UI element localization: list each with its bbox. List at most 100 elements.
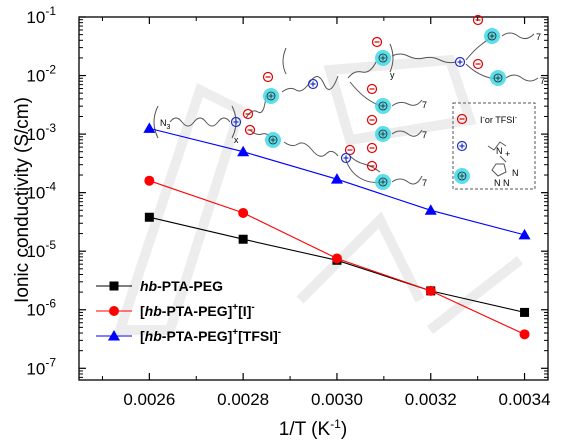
axis-tick-labels: 0.0026 0.0028 0.0030 0.0032 0.003410-710-610… [26,4,550,409]
anion-marker [366,142,378,154]
key-triazole-n3: N [503,178,510,188]
cation-plus [487,31,497,41]
key-ammonium-n: N [496,146,503,156]
ammonium-cation [307,78,319,90]
legend-label-0: hb-PTA-PEG [140,278,223,294]
subscript-7-e: 7 [422,178,427,188]
series-markers [143,122,531,340]
y-tick-base: 10 [26,359,45,378]
ammonium-cation [456,140,468,152]
tail-end-4 [391,129,423,137]
key-or-sup: - [515,115,518,122]
branch-chain-upper-left [245,95,267,119]
cation-plus [493,73,503,83]
cation-plus [457,171,467,181]
branch-chain-right-upper [347,61,377,79]
y-axis-title: Ionic conductivity (S/cm) [12,97,33,303]
anion-marker [366,114,378,126]
bracket-y-right [389,43,394,73]
key-or-label: or TFSI [485,115,515,125]
legend-label-part: + [232,302,238,313]
data-point-2 [143,122,156,133]
legend-label-part: hb [145,328,163,344]
legend-label-part: -PTA-PEG] [162,328,233,344]
x-tick-label: 0.0032 [405,390,457,409]
legend-label-part: - [278,327,281,338]
legend-label-2: [hb-PTA-PEG]+[TFSI]- [140,327,281,344]
key-triazole-n: N [512,168,519,178]
y-tick-base: 10 [26,67,45,86]
branch-chain-upper-mid [281,75,339,93]
legend: hb-PTA-PEG[hb-PTA-PEG]+[I]-[hb-PTA-PEG]+… [96,278,281,344]
data-point-2 [237,145,250,157]
tail-end-1 [501,32,535,40]
anion-marker [366,83,378,95]
cation-plus [266,91,276,101]
data-point-2 [518,228,531,240]
key-ammonium-bonds [487,141,507,177]
bracket-left [153,105,159,139]
key-triazole-n2: N [494,178,501,188]
y-tick-base: 10 [26,301,45,320]
end-group-label: N3 [160,118,171,131]
y-tick-base: 10 [26,125,45,144]
y-tick-base: 10 [26,242,45,261]
molecular-structure-inset [153,32,539,190]
subscript-7-a: 7 [536,32,541,42]
data-point-1 [519,329,530,340]
cation-plus [378,177,388,187]
legend-label-part: [ [140,303,145,319]
data-point-2 [330,173,343,184]
subscript-7-d: 7 [422,130,427,140]
bracket-y-left [282,47,287,75]
y-tick-label: 10-5 [26,238,56,261]
legend-label-part: [TFSI] [238,328,278,344]
axis-ticks [79,16,548,380]
cation-plus [378,53,388,63]
key-anion-sup: - [483,115,486,122]
y-tick-label: 10-7 [26,355,56,378]
tail-chain-top [391,53,457,64]
tail-end-2 [505,74,539,82]
legend-label-part: - [251,302,254,313]
anion-marker [262,71,274,83]
inset-labels: N3 x y 7 7 7 7 7 I-or TFSI- N + N N N [160,32,545,188]
data-point-0 [238,234,248,244]
y-tick-label: 10-2 [26,63,56,86]
anion-marker [344,144,356,156]
y-tick-sup: -6 [45,297,56,311]
y-tick-label: 10-1 [26,4,56,27]
y-tick-sup: -5 [45,238,56,252]
x-tick-label: 0.0026 [123,390,175,409]
data-point-1 [144,175,155,186]
ammonium-cation [230,116,242,128]
inset-key-box [452,102,536,190]
legend-label-part: -PTA-PEG] [162,303,233,319]
y-tick-label: 10-4 [26,180,56,203]
subscript-7-c: 7 [422,100,427,110]
tail-end-3 [391,99,423,107]
y-tick-sup: -3 [45,121,56,135]
data-point-0 [144,212,154,222]
anion-marker [472,58,484,70]
data-point-2 [424,204,437,215]
branch-chain-lower-mid [283,141,339,157]
legend-label-part: -PTA-PEG [157,278,223,294]
watermark [113,54,524,335]
legend-label-part: [I] [238,303,251,319]
x-tick-label: 0.0028 [217,390,269,409]
cation-plus [378,101,388,111]
x-axis-title-end: ) [341,419,347,440]
legend-label-part: hb [140,278,158,294]
data-point-1 [331,253,342,264]
legend-marker-1 [109,306,119,316]
legend-label-part: + [232,327,238,338]
tail-end-5 [391,175,423,185]
inset-ions [230,14,506,190]
y-tick-label: 10-6 [26,297,56,320]
subscript-y: y [390,70,395,80]
y-tick-sup: -7 [45,355,56,369]
ammonium-cation [454,56,466,68]
anion-marker [472,14,484,26]
y-tick-sup: -4 [45,180,56,194]
